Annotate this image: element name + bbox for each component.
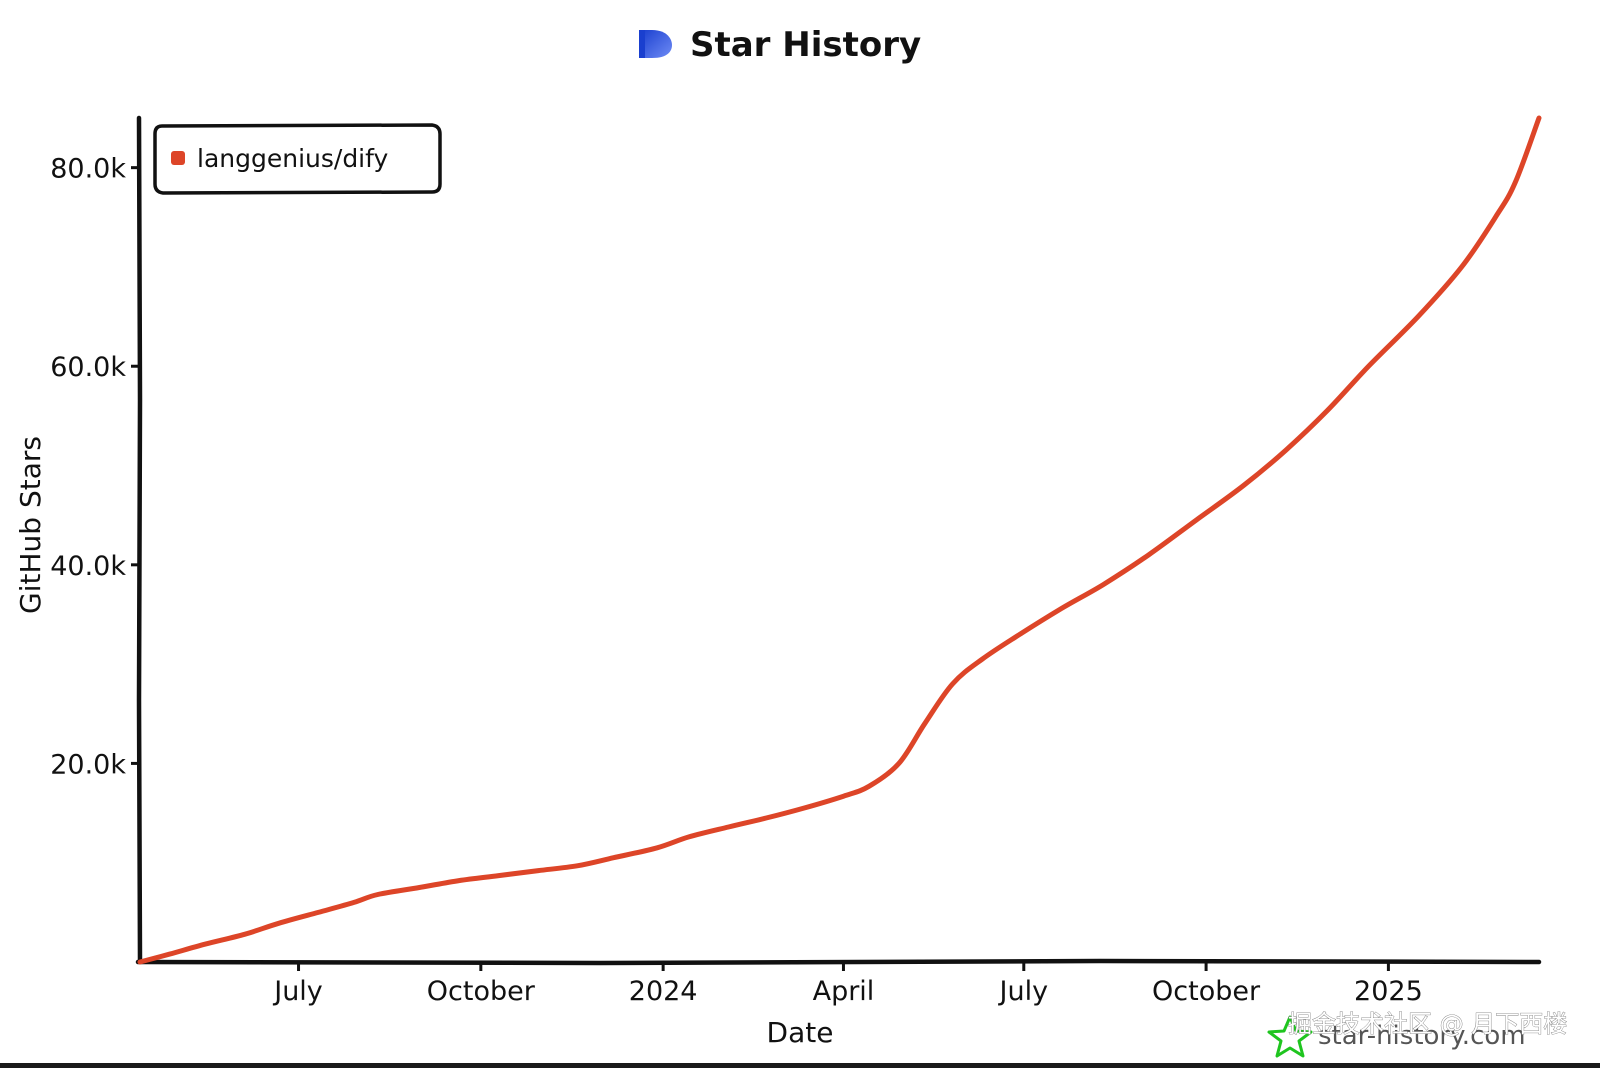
watermark-site: star-history.com — [1318, 1021, 1526, 1051]
series-line-0 — [137, 115, 1542, 965]
x-tick-label: 2024 — [629, 976, 698, 1007]
chart-title-group: Star History — [639, 25, 921, 65]
y-axis-line — [136, 115, 143, 965]
x-ticks-group: July October 2024 April July October 2025 — [272, 962, 1423, 1007]
legend-swatch — [171, 151, 185, 165]
x-tick-label: July — [998, 976, 1049, 1007]
star-outline-icon — [1267, 1015, 1313, 1058]
x-tick-label: 2025 — [1354, 976, 1423, 1007]
star-history-logo-icon — [641, 30, 672, 58]
chart-title: Star History — [690, 25, 921, 65]
series-layer — [137, 115, 1542, 965]
legend-box — [153, 123, 442, 195]
legend-label: langgenius/dify — [197, 144, 388, 173]
legend: langgenius/dify — [153, 123, 442, 195]
logo-stem — [639, 30, 645, 58]
x-tick-label: October — [427, 976, 536, 1007]
y-tick-label: 40.0k — [50, 551, 126, 582]
y-ticks-group: 20.0k 40.0k 60.0k 80.0k — [50, 154, 140, 780]
axes-group — [135, 115, 1542, 966]
watermark-overlay: 掘金技术社区 @ 月下西楼 — [1288, 1010, 1567, 1038]
bottom-border — [0, 1063, 1600, 1068]
x-axis-line — [135, 958, 1542, 966]
watermark: star-history.com 掘金技术社区 @ 月下西楼 — [1267, 1010, 1568, 1058]
y-tick-label: 80.0k — [50, 154, 126, 185]
x-tick-label: April — [813, 976, 875, 1007]
y-tick-label: 20.0k — [50, 749, 126, 780]
x-axis-title: Date — [767, 1016, 834, 1049]
y-tick-label: 60.0k — [50, 352, 126, 383]
x-tick-label: October — [1152, 976, 1261, 1007]
x-tick-label: July — [272, 976, 323, 1007]
y-axis-title: GitHub Stars — [14, 436, 47, 614]
